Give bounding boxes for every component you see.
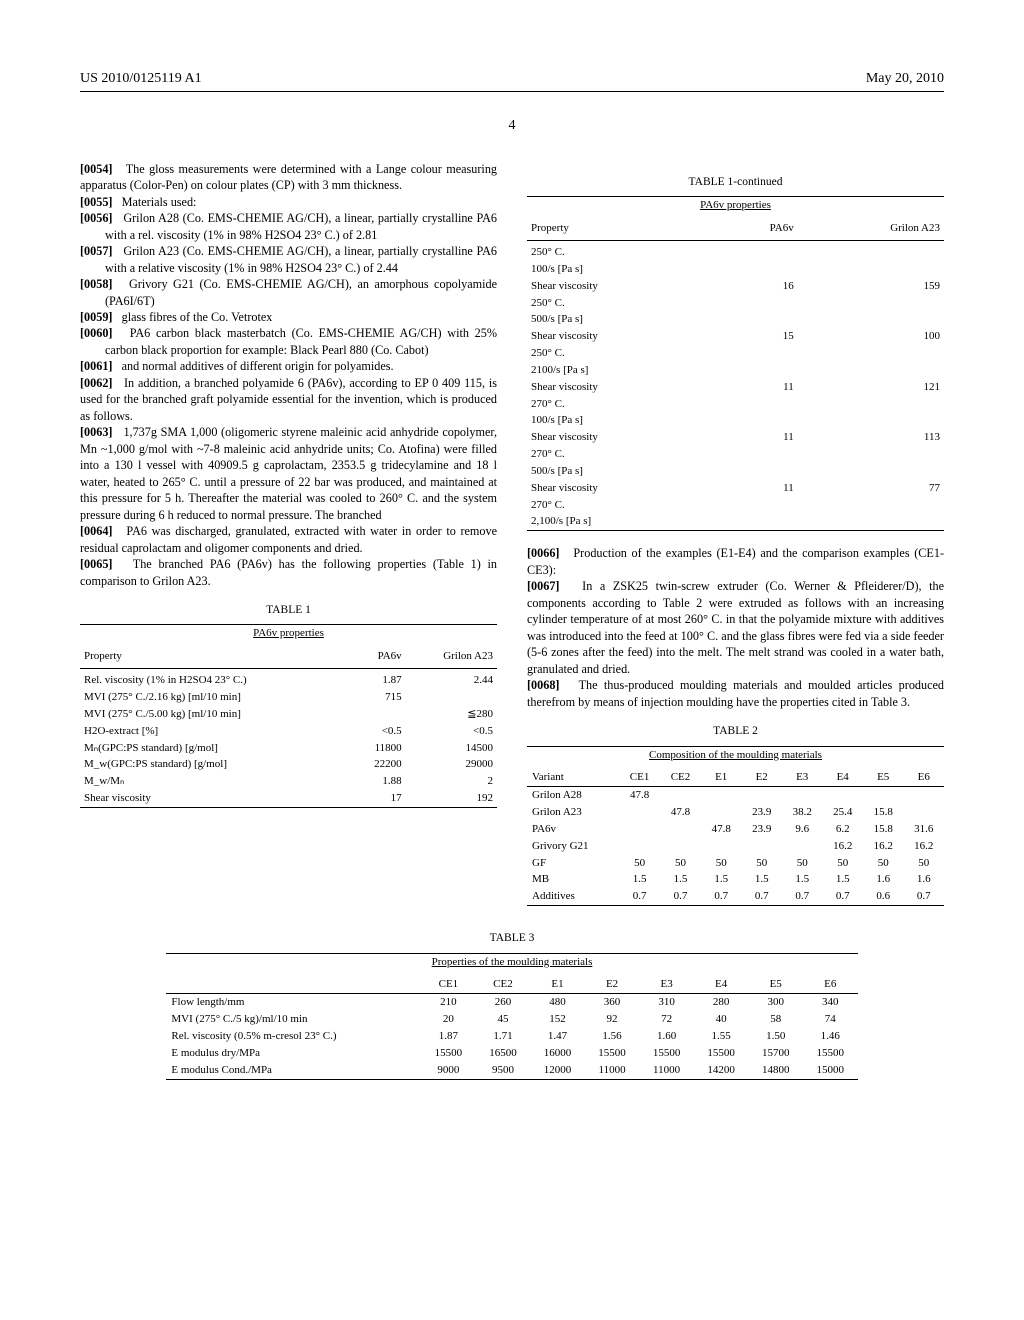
- table-row: Grivory G2116.216.216.2: [527, 838, 944, 855]
- table-row: Shear viscosity16159: [527, 278, 944, 295]
- table-row: H2O-extract [%]<0.5<0.5: [80, 723, 497, 740]
- table-row: MVI (275° C./5.00 kg) [ml/10 min]≦280: [80, 706, 497, 723]
- table-row: Flow length/mm210260480360310280300340: [166, 994, 857, 1011]
- table3-wrap: TABLE 3 Properties of the moulding mater…: [80, 931, 944, 1079]
- table-row: 2,100/s [Pa s]: [527, 513, 944, 530]
- table-row: MB1.51.51.51.51.51.51.61.6: [527, 871, 944, 888]
- table2-title: TABLE 2: [527, 724, 944, 740]
- table1-continued: PA6v properties Property PA6v Grilon A23…: [527, 196, 944, 531]
- table-row: 250° C.: [527, 295, 944, 312]
- table-row: MVI (275° C./5 kg)/ml/10 min204515292724…: [166, 1011, 857, 1028]
- table1: PA6v properties Property PA6v Grilon A23…: [80, 624, 497, 807]
- table-row: PA6v47.823.99.66.215.831.6: [527, 821, 944, 838]
- para-66: [0066] Production of the examples (E1-E4…: [527, 545, 944, 578]
- table-row: Mₙ(GPC:PS standard) [g/mol]1180014500: [80, 740, 497, 757]
- table-row: 250° C.: [527, 240, 944, 260]
- table-row: 500/s [Pa s]: [527, 311, 944, 328]
- table-row: 2100/s [Pa s]: [527, 362, 944, 379]
- page-number: 4: [80, 117, 944, 136]
- para-68: [0068] The thus-produced moulding materi…: [527, 677, 944, 710]
- table-row: Shear viscosity1177: [527, 480, 944, 497]
- table1-title: TABLE 1: [80, 603, 497, 619]
- para-56: [0056] Grilon A28 (Co. EMS-CHEMIE AG/CH)…: [80, 210, 497, 243]
- table-row: E modulus dry/MPa15500165001600015500155…: [166, 1045, 857, 1062]
- para-62: [0062] In addition, a branched polyamide…: [80, 375, 497, 424]
- table-row: GF5050505050505050: [527, 855, 944, 872]
- table-row: Shear viscosity11121: [527, 379, 944, 396]
- para-60: [0060] PA6 carbon black masterbatch (Co.…: [80, 325, 497, 358]
- table-row: Shear viscosity15100: [527, 328, 944, 345]
- para-59: [0059] glass fibres of the Co. Vetrotex: [80, 309, 497, 325]
- para-57: [0057] Grilon A23 (Co. EMS-CHEMIE AG/CH)…: [80, 243, 497, 276]
- doc-date: May 20, 2010: [866, 70, 944, 89]
- table-row: 270° C.: [527, 497, 944, 514]
- table-row: Rel. viscosity (0.5% m-cresol 23° C.)1.8…: [166, 1028, 857, 1045]
- para-54: [0054] The gloss measurements were deter…: [80, 161, 497, 194]
- table-row: 270° C.: [527, 446, 944, 463]
- table-row: Additives0.70.70.70.70.70.70.60.7: [527, 888, 944, 905]
- table2: Composition of the moulding materials Va…: [527, 746, 944, 907]
- table3: Properties of the moulding materials CE1…: [166, 953, 857, 1080]
- para-64: [0064] PA6 was discharged, granulated, e…: [80, 523, 497, 556]
- left-column: [0054] The gloss measurements were deter…: [80, 161, 497, 906]
- para-58: [0058] Grivory G21 (Co. EMS-CHEMIE AG/CH…: [80, 276, 497, 309]
- para-67: [0067] In a ZSK25 twin-screw extruder (C…: [527, 578, 944, 677]
- para-61: [0061] and normal additives of different…: [80, 358, 497, 374]
- table-row: 500/s [Pa s]: [527, 463, 944, 480]
- para-55: [0055] Materials used:: [80, 194, 497, 210]
- table3-title: TABLE 3: [80, 931, 944, 947]
- table-row: M_w/Mₙ1.882: [80, 773, 497, 790]
- table-row: E modulus Cond./MPa900095001200011000110…: [166, 1062, 857, 1079]
- table-row: MVI (275° C./2.16 kg) [ml/10 min]715: [80, 689, 497, 706]
- table-row: Shear viscosity11113: [527, 429, 944, 446]
- table-row: Rel. viscosity (1% in H2SO4 23° C.)1.872…: [80, 669, 497, 689]
- table-row: 100/s [Pa s]: [527, 261, 944, 278]
- table-row: Grilon A2347.823.938.225.415.8: [527, 804, 944, 821]
- table-row: 250° C.: [527, 345, 944, 362]
- table-row: 270° C.: [527, 396, 944, 413]
- table-row: M_w(GPC:PS standard) [g/mol]2220029000: [80, 756, 497, 773]
- table-row: 100/s [Pa s]: [527, 412, 944, 429]
- doc-number: US 2010/0125119 A1: [80, 70, 202, 89]
- main-columns: [0054] The gloss measurements were deter…: [80, 161, 944, 906]
- table-row: Grilon A2847.8: [527, 787, 944, 804]
- page-header: US 2010/0125119 A1 May 20, 2010: [80, 70, 944, 92]
- right-column: TABLE 1-continued PA6v properties Proper…: [527, 161, 944, 906]
- para-63: [0063] 1,737g SMA 1,000 (oligomeric styr…: [80, 424, 497, 523]
- table-row: Shear viscosity17192: [80, 790, 497, 807]
- table1cont-title: TABLE 1-continued: [527, 175, 944, 191]
- materials-list: [0056] Grilon A28 (Co. EMS-CHEMIE AG/CH)…: [80, 210, 497, 375]
- para-65: [0065] The branched PA6 (PA6v) has the f…: [80, 556, 497, 589]
